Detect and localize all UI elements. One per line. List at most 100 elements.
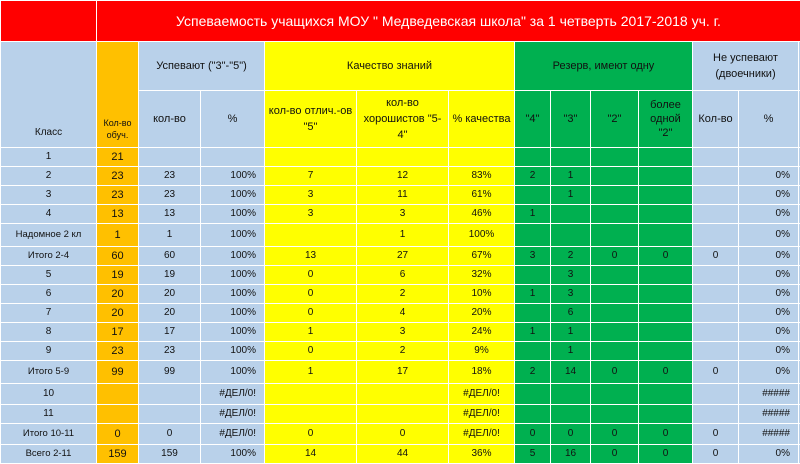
cell-reserve-4: 1: [515, 205, 551, 224]
cell-excellent: 14: [265, 445, 357, 464]
cell-reserve-3: 1: [551, 323, 591, 342]
cell-excellent: [265, 384, 357, 405]
cell-excellent: 7: [265, 167, 357, 186]
cell-reserve-more: [639, 224, 693, 247]
cell-reserve-4: [515, 342, 551, 361]
cell-passing-count: 60: [139, 247, 201, 266]
cell-failing-count: 0: [693, 247, 739, 266]
cell-students: 20: [97, 304, 139, 323]
header-quality-pct: % качества: [449, 91, 515, 148]
cell-passing-pct: 100%: [201, 186, 265, 205]
cell-quality-pct: 67%: [449, 247, 515, 266]
cell-excellent: 3: [265, 186, 357, 205]
cell-excellent: 0: [265, 266, 357, 285]
cell-excellent: 0: [265, 285, 357, 304]
cell-reserve-3: 14: [551, 361, 591, 384]
cell-reserve-more: 0: [639, 424, 693, 445]
cell-reserve-3: 3: [551, 285, 591, 304]
header-reserve-4: "4": [515, 91, 551, 148]
cell-quality-pct: #ДЕЛ/0!: [449, 405, 515, 424]
cell-passing-count: 13: [139, 205, 201, 224]
cell-reserve-4: 3: [515, 247, 551, 266]
cell-reserve-3: 16: [551, 445, 591, 464]
cell-reserve-2: [591, 167, 639, 186]
cell-good: 17: [357, 361, 449, 384]
cell-reserve-4: [515, 148, 551, 167]
header-good-count: кол-во хорошистов "5-4": [357, 91, 449, 148]
header-reserve-3: "3": [551, 91, 591, 148]
cell-quality-pct: 24%: [449, 323, 515, 342]
header-excellent-count: кол-во отлич.-ов "5": [265, 91, 357, 148]
cell-class: 7: [1, 304, 97, 323]
cell-passing-count: [139, 148, 201, 167]
cell-reserve-4: [515, 384, 551, 405]
cell-students: 159: [97, 445, 139, 464]
cell-good: 0: [357, 424, 449, 445]
cell-quality-pct: 46%: [449, 205, 515, 224]
cell-failing-pct: 0%: [739, 304, 799, 323]
cell-passing-count: 1: [139, 224, 201, 247]
cell-class: 5: [1, 266, 97, 285]
cell-excellent: [265, 405, 357, 424]
cell-good: [357, 405, 449, 424]
cell-failing-pct: #####: [739, 384, 799, 405]
header-reserve: Резерв, имеют одну: [515, 42, 693, 91]
cell-students: 23: [97, 342, 139, 361]
cell-reserve-4: [515, 304, 551, 323]
cell-passing-pct: 100%: [201, 205, 265, 224]
cell-failing-count: [693, 148, 739, 167]
table-title: Успеваемость учащихся МОУ " Медведевская…: [97, 1, 800, 42]
cell-good: 4: [357, 304, 449, 323]
cell-failing-count: 0: [693, 424, 739, 445]
cell-passing-pct: 100%: [201, 342, 265, 361]
cell-students: 23: [97, 167, 139, 186]
cell-passing-pct: 100%: [201, 445, 265, 464]
cell-passing-pct: 100%: [201, 323, 265, 342]
cell-class: 11: [1, 405, 97, 424]
cell-failing-pct: 0%: [739, 186, 799, 205]
cell-good: 3: [357, 323, 449, 342]
cell-failing-pct: [739, 148, 799, 167]
cell-passing-pct: 100%: [201, 304, 265, 323]
cell-quality-pct: 9%: [449, 342, 515, 361]
cell-failing-count: [693, 167, 739, 186]
cell-class: 10: [1, 384, 97, 405]
cell-reserve-more: [639, 167, 693, 186]
cell-passing-pct: [201, 148, 265, 167]
cell-class: Надомное 2 кл: [1, 224, 97, 247]
cell-reserve-2: 0: [591, 361, 639, 384]
cell-failing-count: [693, 224, 739, 247]
cell-reserve-4: 2: [515, 167, 551, 186]
cell-excellent: 3: [265, 205, 357, 224]
cell-passing-pct: #ДЕЛ/0!: [201, 384, 265, 405]
cell-reserve-3: [551, 384, 591, 405]
cell-students: [97, 405, 139, 424]
cell-reserve-2: [591, 384, 639, 405]
cell-class: 8: [1, 323, 97, 342]
cell-passing-count: 20: [139, 304, 201, 323]
cell-quality-pct: 36%: [449, 445, 515, 464]
cell-class: 1: [1, 148, 97, 167]
cell-failing-count: [693, 323, 739, 342]
cell-students: 23: [97, 186, 139, 205]
header-reserve-2: "2": [591, 91, 639, 148]
cell-failing-pct: #####: [739, 405, 799, 424]
cell-passing-count: 17: [139, 323, 201, 342]
cell-reserve-2: [591, 405, 639, 424]
cell-reserve-2: [591, 186, 639, 205]
cell-excellent: 0: [265, 424, 357, 445]
cell-reserve-2: [591, 342, 639, 361]
cell-reserve-more: 0: [639, 247, 693, 266]
cell-class: Итого 2-4: [1, 247, 97, 266]
cell-failing-count: [693, 205, 739, 224]
header-passing-pct: %: [201, 91, 265, 148]
cell-reserve-3: 2: [551, 247, 591, 266]
cell-failing-count: [693, 384, 739, 405]
